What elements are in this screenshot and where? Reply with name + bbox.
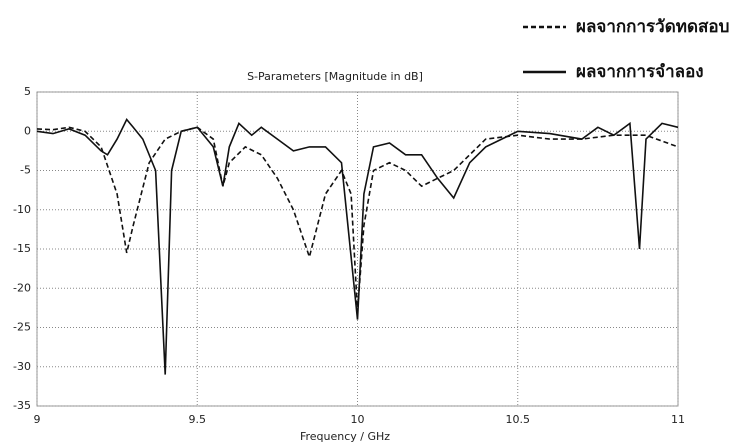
chart-title: S-Parameters [Magnitude in dB] <box>247 70 423 83</box>
y-tick-label: -25 <box>13 321 31 334</box>
y-tick-label: 5 <box>24 85 31 98</box>
series-line <box>36 126 679 312</box>
y-tick-label: -15 <box>13 242 31 255</box>
legend-text: ผลจากการวัดทดสอบ <box>576 17 729 37</box>
x-tick-label: 9.5 <box>189 413 207 426</box>
legend-text: ผลจากการจำลอง <box>576 62 704 82</box>
x-axis-label: Frequency / GHz <box>300 430 390 443</box>
y-tick-label: -35 <box>13 399 31 412</box>
y-tick-label: -10 <box>13 203 31 216</box>
y-tick-label: -30 <box>13 360 31 373</box>
x-tick-label: 9 <box>34 413 41 426</box>
y-tick-label: 0 <box>24 124 31 137</box>
series-line <box>36 118 679 375</box>
y-tick-label: -5 <box>20 164 31 177</box>
x-tick-label: 10 <box>351 413 365 426</box>
y-tick-label: -20 <box>13 281 31 294</box>
x-tick-label: 11 <box>671 413 685 426</box>
x-tick-label: 10.5 <box>506 413 531 426</box>
